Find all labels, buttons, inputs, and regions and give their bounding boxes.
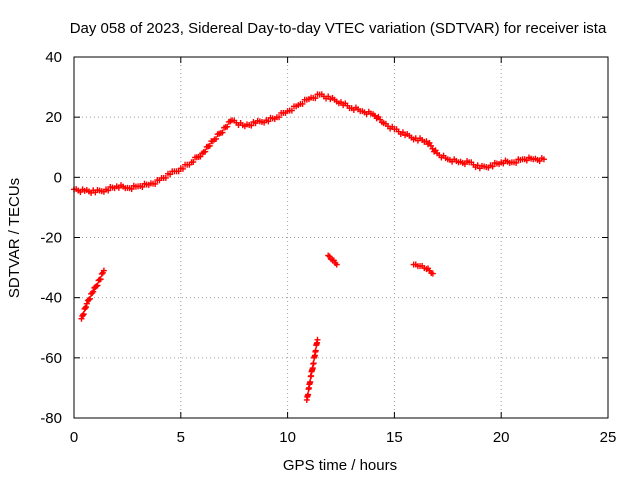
- data-point: [370, 111, 385, 126]
- y-tick-label: 0: [54, 169, 62, 186]
- data-point: [412, 135, 428, 145]
- data-point: [113, 182, 129, 192]
- data-point: [145, 177, 161, 188]
- data-point: [252, 117, 268, 127]
- data-point: [188, 153, 204, 166]
- data-point: [540, 156, 547, 163]
- x-tick-label: 15: [386, 429, 403, 446]
- data-marks: [71, 91, 547, 403]
- data-point: [444, 156, 460, 165]
- chart-title: Day 058 of 2023, Sidereal Day-to-day VTE…: [70, 20, 607, 37]
- data-point: [308, 365, 316, 379]
- x-tick-label: 20: [493, 429, 510, 446]
- data-point: [487, 159, 503, 170]
- data-point: [316, 91, 332, 102]
- data-point: [312, 339, 321, 355]
- x-tick-label: 0: [70, 429, 78, 446]
- series-segment-C: [325, 252, 340, 268]
- y-tick-label: -20: [40, 230, 62, 247]
- data-point: [177, 161, 193, 172]
- data-point: [229, 117, 246, 129]
- data-point: [325, 252, 335, 263]
- data-point: [348, 104, 364, 115]
- y-tick-label: 40: [45, 49, 62, 66]
- data-point: [359, 108, 374, 118]
- data-point: [92, 186, 107, 196]
- y-tick-label: -40: [40, 290, 62, 307]
- series-segment-A: [78, 267, 107, 322]
- y-tick-label: -80: [40, 410, 62, 427]
- axis-ticks: 0 5 10 15 20 25 -80 -60 -40 -20 0 20 40: [40, 49, 616, 446]
- y-axis-label: SDTVAR / TECUs: [6, 178, 23, 298]
- y-tick-label: -60: [40, 350, 62, 367]
- data-point: [81, 186, 97, 196]
- data-point: [100, 267, 107, 274]
- data-point: [455, 158, 471, 168]
- data-point: [338, 99, 353, 112]
- data-point: [530, 155, 545, 165]
- data-point: [71, 186, 86, 196]
- data-point: [90, 277, 102, 295]
- data-point: [391, 126, 406, 138]
- data-point: [402, 131, 417, 143]
- data-point: [476, 162, 492, 172]
- data-point: [333, 261, 340, 268]
- x-axis-label: GPS time / hours: [283, 457, 397, 474]
- data-point: [327, 94, 342, 107]
- y-tick-label: 20: [45, 109, 62, 126]
- data-point: [303, 386, 312, 403]
- data-point: [305, 91, 321, 103]
- series-main-trace: [71, 91, 547, 196]
- data-point: [103, 183, 118, 194]
- data-point: [284, 103, 300, 115]
- series-segment-D: [410, 261, 436, 277]
- data-point: [209, 118, 234, 145]
- series-segment-B: [303, 336, 321, 403]
- grid: [74, 57, 608, 418]
- data-point: [83, 290, 96, 307]
- data-point: [314, 336, 321, 343]
- data-point: [508, 156, 524, 166]
- data-point: [417, 262, 428, 272]
- data-point: [124, 182, 139, 193]
- data-point: [167, 168, 182, 178]
- data-point: [263, 114, 278, 125]
- x-tick-label: 5: [177, 429, 185, 446]
- data-point: [273, 109, 289, 121]
- data-point: [96, 269, 106, 283]
- data-point: [78, 304, 90, 322]
- data-point: [423, 138, 439, 155]
- data-point: [241, 118, 257, 130]
- data-point: [310, 352, 318, 367]
- data-point: [429, 270, 436, 277]
- data-point: [434, 150, 449, 162]
- x-tick-label: 10: [279, 429, 296, 446]
- x-tick-label: 25: [600, 429, 617, 446]
